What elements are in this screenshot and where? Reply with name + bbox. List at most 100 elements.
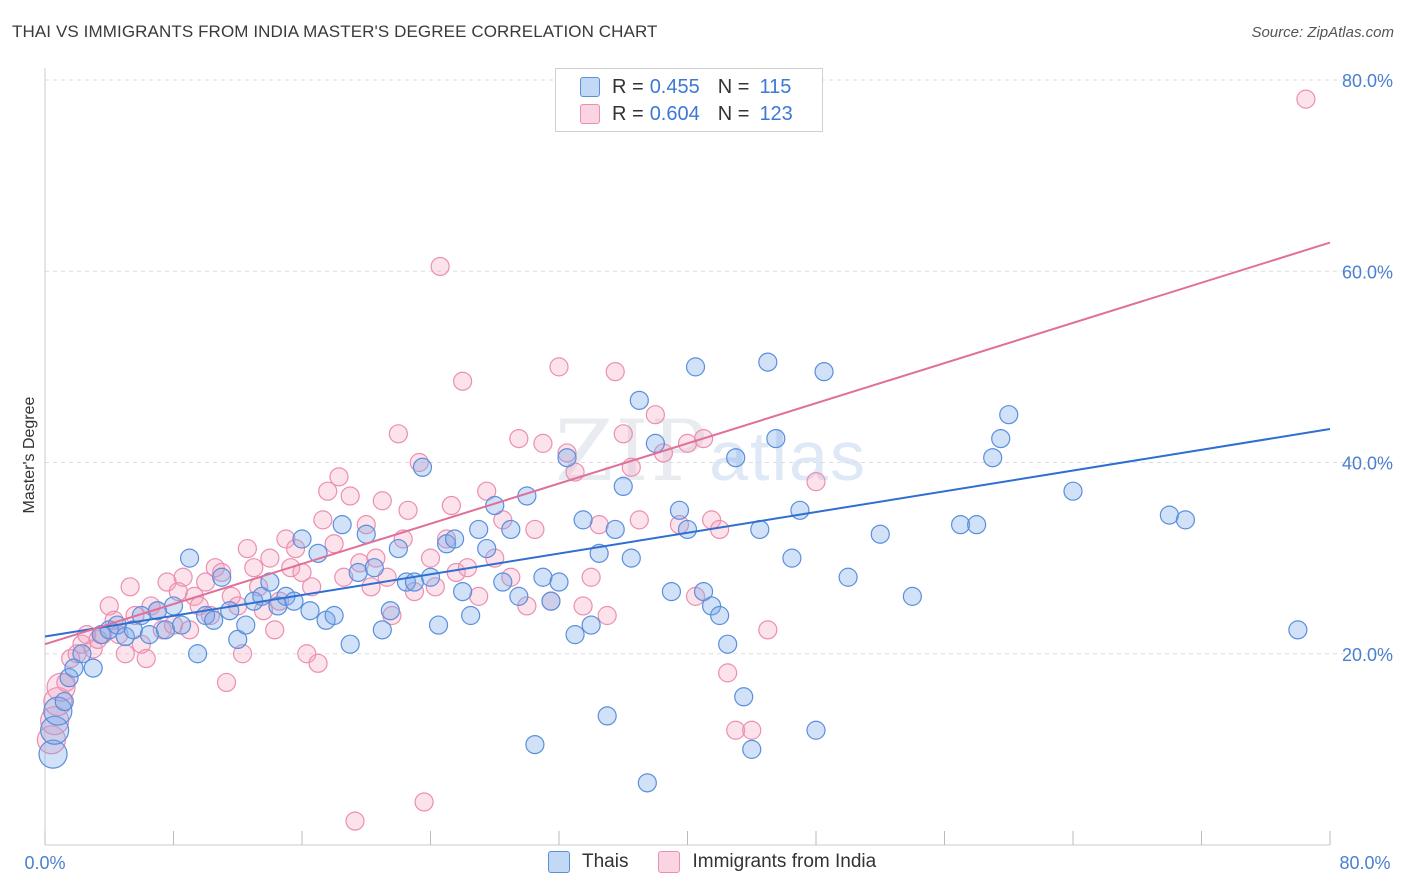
thai-point <box>718 634 738 654</box>
thai-point <box>806 720 826 740</box>
india-point <box>361 577 381 597</box>
thai-point <box>782 548 802 568</box>
india-point <box>345 811 365 831</box>
thai-point <box>155 620 176 640</box>
thai-point <box>1159 505 1179 525</box>
thai-point <box>902 586 922 606</box>
thai-point <box>999 405 1019 425</box>
india-point <box>260 548 280 568</box>
india-trend-line <box>44 241 1331 646</box>
thai-point <box>661 581 682 602</box>
n-value: 123 <box>759 102 793 125</box>
thai-point <box>669 500 690 520</box>
thai-point <box>236 615 256 635</box>
thai-point <box>1175 510 1196 530</box>
india-point <box>726 720 746 740</box>
thai-point <box>38 739 68 769</box>
india-point <box>265 620 285 640</box>
thai-point <box>983 448 1003 468</box>
thai-point <box>171 615 192 635</box>
thai-point <box>461 605 481 626</box>
y-axis-label: Master's Degree <box>21 396 38 513</box>
y-tick-label: 80.0% <box>1342 71 1393 91</box>
india-point <box>372 491 392 511</box>
legend-item-india[interactable]: Immigrants from India <box>658 851 876 873</box>
thai-point <box>557 448 577 468</box>
india-point <box>533 433 553 453</box>
thai-point <box>220 601 240 621</box>
thai-point <box>388 538 408 559</box>
thai-point <box>300 601 320 621</box>
india-point <box>718 663 738 683</box>
thai-point <box>677 519 698 540</box>
thai-point <box>701 596 722 616</box>
thai-point <box>204 610 224 630</box>
india-point <box>212 562 232 583</box>
thai-point <box>742 739 762 759</box>
thai-point <box>870 524 890 544</box>
thai-point <box>212 567 232 587</box>
india-point <box>509 428 529 449</box>
india-point <box>549 357 569 377</box>
thai-point <box>364 558 384 578</box>
thai-point <box>444 529 465 549</box>
axes <box>44 68 1331 846</box>
thai-point <box>64 658 84 678</box>
india-point <box>237 538 257 559</box>
legend-item-thais[interactable]: Thais <box>548 851 628 873</box>
india-point <box>613 424 633 444</box>
india-point <box>1296 89 1316 109</box>
thais-swatch <box>548 851 570 873</box>
india-point <box>605 362 625 382</box>
india-point <box>414 792 434 812</box>
thai-point <box>693 581 714 602</box>
thai-point <box>838 567 858 587</box>
thai-point <box>509 586 529 606</box>
thai-point <box>950 515 971 535</box>
thai-point <box>629 390 649 410</box>
n-label: N = <box>717 75 750 98</box>
thai-point <box>597 706 617 726</box>
thai-point <box>581 615 601 635</box>
thai-point <box>565 625 585 645</box>
n-label: N = <box>717 102 750 125</box>
india-point <box>221 586 241 606</box>
legend-row-india: R = 0.604 N = 123 <box>580 101 793 127</box>
thai-point <box>710 605 730 626</box>
thai-point <box>1288 620 1308 640</box>
india-point <box>334 567 354 587</box>
india-point <box>324 534 344 554</box>
india-point <box>388 424 408 444</box>
thai-point <box>637 773 657 793</box>
source-label: Source: ZipAtlas.com <box>1251 24 1394 41</box>
thai-point <box>356 524 376 544</box>
legend-label-thais: Thais <box>582 851 629 872</box>
india-point <box>244 558 264 578</box>
thai-point <box>621 548 641 568</box>
tick-labels: 20.0% 40.0% 60.0% 80.0% 0.0% 80.0% <box>24 71 1393 873</box>
watermark-atlas: atlas <box>709 417 867 495</box>
thai-point <box>469 519 489 540</box>
thai-point <box>549 572 569 592</box>
thai-point <box>348 562 368 583</box>
thai-point <box>453 581 473 602</box>
thai-point <box>573 510 593 530</box>
thai-point <box>541 591 561 611</box>
india-point <box>302 577 322 597</box>
thai-point <box>613 476 633 497</box>
thai-point <box>292 529 312 549</box>
thai-point <box>412 457 433 477</box>
chart-title: THAI VS IMMIGRANTS FROM INDIA MASTER'S D… <box>12 22 658 41</box>
thai-trend-line <box>44 428 1331 638</box>
r-label: R = <box>612 102 644 125</box>
india-point <box>430 256 450 277</box>
thai-point <box>605 519 625 540</box>
thai-point <box>766 428 786 449</box>
thai-swatch <box>580 77 600 97</box>
india-point <box>173 567 193 587</box>
r-label: R = <box>612 75 644 98</box>
thai-point <box>332 515 352 535</box>
thai-point <box>83 658 103 678</box>
india-point <box>120 577 140 597</box>
